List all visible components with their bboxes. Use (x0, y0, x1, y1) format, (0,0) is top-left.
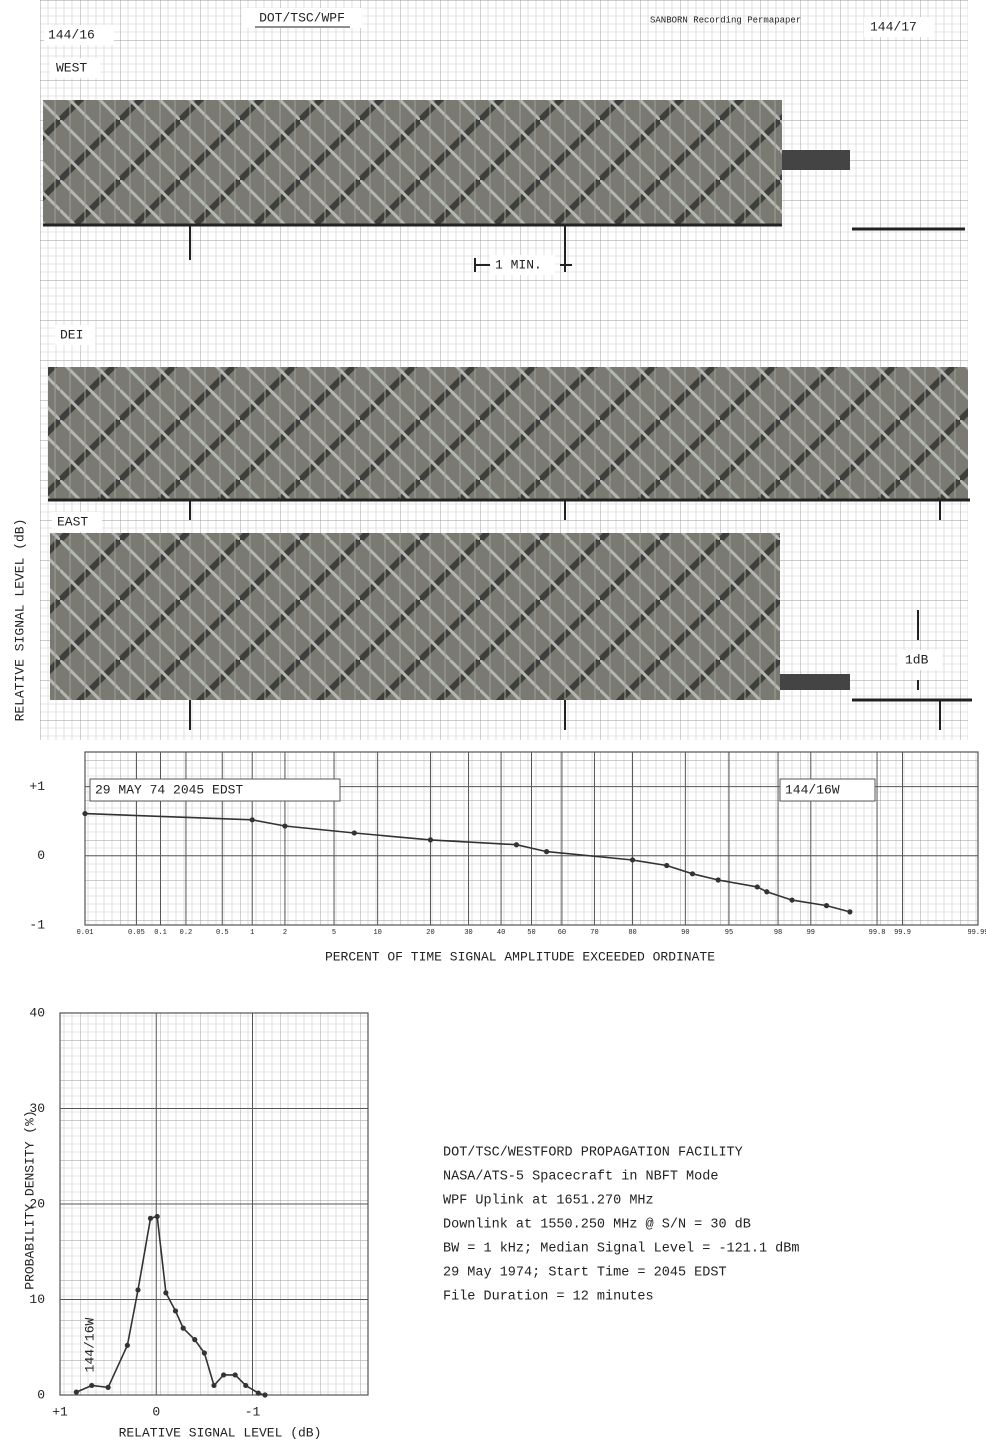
y-tick-label: 0 (37, 848, 45, 863)
data-point (148, 1216, 153, 1221)
x-tick-label: 10 (373, 929, 381, 937)
y-axis-label: PROBABILITY DENSITY (%) (22, 1110, 37, 1289)
x-tick-label: 95 (725, 929, 733, 937)
info-line: DOT/TSC/WESTFORD PROPAGATION FACILITY (443, 1146, 743, 1161)
x-tick-label: 30 (464, 929, 472, 937)
x-tick-label: 70 (590, 929, 598, 937)
data-point (202, 1350, 207, 1355)
channel-label: DEI (60, 327, 83, 342)
x-tick-label: +1 (52, 1404, 68, 1419)
x-axis-label: PERCENT OF TIME SIGNAL AMPLITUDE EXCEEDE… (325, 949, 715, 964)
data-point (544, 849, 549, 854)
data-point (664, 863, 669, 868)
west-trace-end (782, 150, 850, 170)
east-trace-end (780, 674, 850, 690)
x-tick-label: 0 (152, 1404, 160, 1419)
data-point (352, 830, 357, 835)
data-point (243, 1383, 248, 1388)
data-point (250, 817, 255, 822)
data-point (125, 1343, 130, 1348)
end-label: 144/17 (870, 19, 917, 34)
info-line: File Duration = 12 minutes (443, 1290, 654, 1305)
data-point (690, 871, 695, 876)
paper-brand: SANBORN Recording Permapaper (650, 15, 801, 25)
data-point (824, 903, 829, 908)
x-tick-label: 0.01 (77, 929, 94, 937)
y-axis-label: RELATIVE SIGNAL LEVEL (dB) (12, 519, 27, 722)
strip-header: DOT/TSC/WPF (259, 10, 345, 25)
y-tick-label: 0 (37, 1387, 45, 1402)
data-point (233, 1372, 238, 1377)
data-point (282, 823, 287, 828)
y-tick-label: 40 (29, 1005, 45, 1020)
info-line: Downlink at 1550.250 MHz @ S/N = 30 dB (443, 1218, 751, 1233)
data-point (221, 1372, 226, 1377)
x-tick-label: 2 (283, 929, 287, 937)
data-point (74, 1390, 79, 1395)
y-tick-label: +1 (29, 779, 45, 794)
data-point (135, 1287, 140, 1292)
info-line: 29 May 1974; Start Time = 2045 EDST (443, 1266, 727, 1281)
x-tick-label: 90 (681, 929, 689, 937)
x-tick-label: 20 (426, 929, 434, 937)
data-point (764, 889, 769, 894)
data-point (630, 857, 635, 862)
strip-chart: DOT/TSC/WPF SANBORN Recording Permapaper… (40, 0, 972, 740)
x-tick-label: 99.8 (869, 929, 886, 937)
data-point (211, 1383, 216, 1388)
x-tick-label: 60 (558, 929, 566, 937)
annotation: 144/16W (785, 782, 840, 797)
data-point (163, 1290, 168, 1295)
channel-label: EAST (57, 514, 88, 529)
x-axis-label: RELATIVE SIGNAL LEVEL (dB) (119, 1425, 322, 1440)
data-point (256, 1390, 261, 1395)
data-point (155, 1214, 160, 1219)
annotation: 144/16W (82, 1317, 97, 1372)
time-scale: 1 MIN. (495, 257, 542, 272)
x-tick-label: 99.9 (894, 929, 911, 937)
page: DOT/TSC/WPF SANBORN Recording Permapaper… (0, 0, 986, 1443)
x-tick-label: 1 (250, 929, 254, 937)
data-point (89, 1383, 94, 1388)
data-point (192, 1337, 197, 1342)
facility-info: DOT/TSC/WESTFORD PROPAGATION FACILITY NA… (443, 1146, 799, 1305)
data-point (181, 1326, 186, 1331)
data-point (716, 877, 721, 882)
x-tick-label: 0.2 (180, 929, 193, 937)
x-tick-label: -1 (245, 1404, 261, 1419)
x-tick-label: 99 (807, 929, 815, 937)
level-scale: 1dB (905, 652, 929, 667)
annotation: 29 MAY 74 2045 EDST (95, 782, 243, 797)
y-tick-label: -1 (29, 917, 45, 932)
info-line: NASA/ATS-5 Spacecraft in NBFT Mode (443, 1170, 718, 1185)
x-tick-label: 0.1 (154, 929, 167, 937)
info-line: BW = 1 kHz; Median Signal Level = -121.1… (443, 1242, 799, 1257)
data-point (847, 909, 852, 914)
x-tick-label: 80 (628, 929, 636, 937)
x-tick-label: 5 (332, 929, 336, 937)
west-trace (43, 100, 782, 225)
x-tick-label: 99.99 (967, 929, 986, 937)
east-trace (50, 533, 780, 700)
channel-label: WEST (56, 60, 87, 75)
x-tick-label: 40 (497, 929, 505, 937)
data-point (428, 837, 433, 842)
data-point (262, 1392, 267, 1397)
start-label: 144/16 (48, 27, 95, 42)
data-point (755, 884, 760, 889)
data-point (173, 1308, 178, 1313)
data-point (514, 842, 519, 847)
data-point (789, 897, 794, 902)
dei-trace (48, 367, 968, 500)
y-tick-label: 10 (29, 1292, 45, 1307)
x-tick-label: 0.5 (216, 929, 229, 937)
info-line: WPF Uplink at 1651.270 MHz (443, 1194, 654, 1209)
data-point (82, 811, 87, 816)
x-tick-label: 0.05 (128, 929, 145, 937)
x-tick-label: 98 (774, 929, 782, 937)
data-point (106, 1385, 111, 1390)
x-tick-label: 50 (527, 929, 535, 937)
